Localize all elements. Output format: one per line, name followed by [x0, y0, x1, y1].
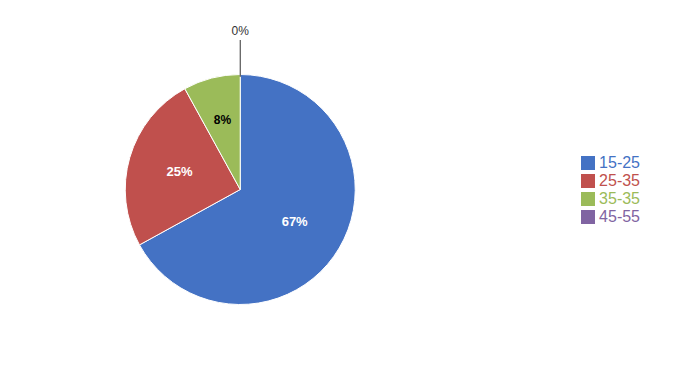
svg-text:25%: 25% — [166, 164, 192, 179]
svg-text:67%: 67% — [282, 214, 308, 229]
svg-text:0%: 0% — [232, 24, 250, 38]
html-text:35-35: 35-35 — [599, 189, 640, 207]
html-text:45-55: 45-55 — [599, 207, 640, 225]
svg-text:8%: 8% — [214, 113, 232, 127]
html-text:15-25: 15-25 — [599, 153, 640, 171]
html-text:25-35: 25-35 — [599, 171, 640, 189]
